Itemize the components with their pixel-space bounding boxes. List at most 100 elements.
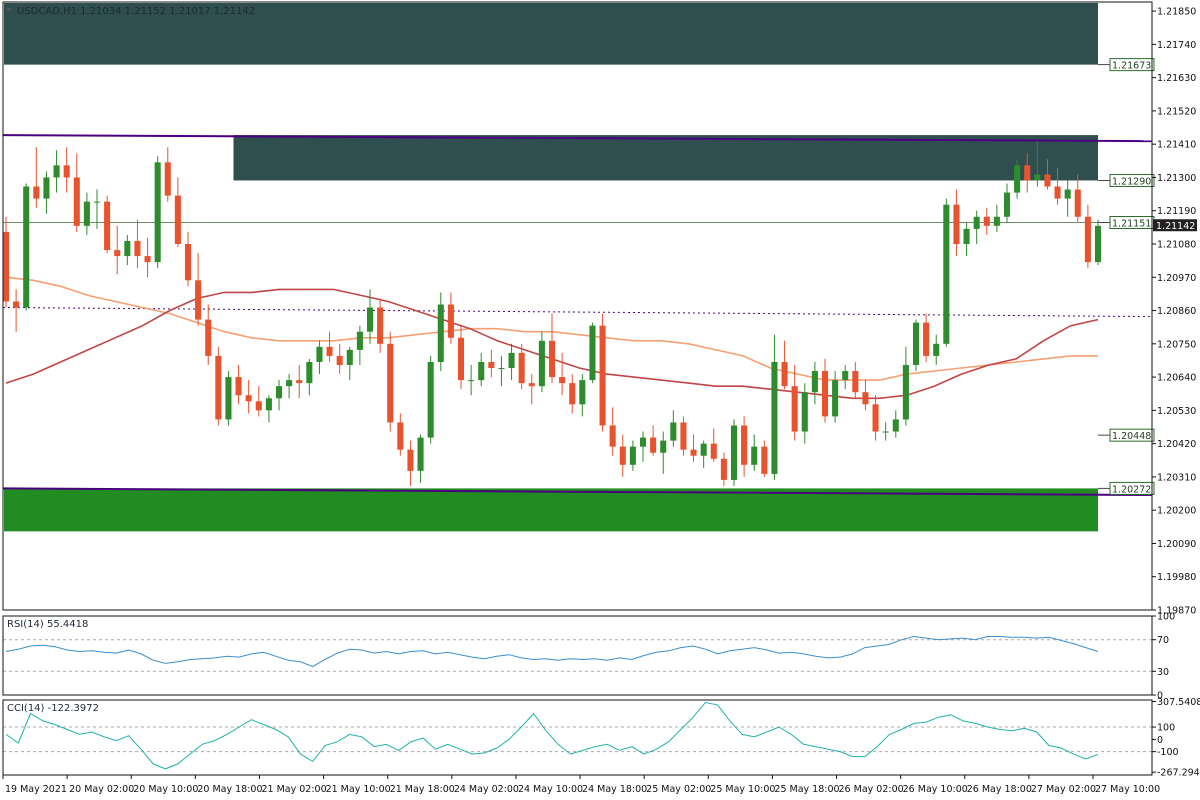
price-label: 1.20272 — [1112, 484, 1151, 495]
candle — [235, 364, 242, 405]
cci-tick-label: 0 — [1157, 735, 1163, 746]
candle-body — [609, 425, 616, 447]
candle — [862, 380, 869, 411]
candle — [508, 343, 515, 381]
price-tick-label: 1.21850 — [1157, 7, 1196, 18]
price-label-box — [1109, 428, 1155, 442]
candle-body — [43, 177, 50, 199]
candle-body — [205, 319, 212, 356]
candle — [599, 313, 606, 432]
candle — [538, 331, 545, 393]
candle — [23, 183, 30, 311]
price-label: 1.21151 — [1112, 219, 1151, 230]
candle — [1084, 204, 1091, 269]
candle — [700, 440, 707, 468]
candle-body — [195, 280, 202, 320]
candle-body — [144, 256, 151, 263]
candle — [548, 313, 556, 384]
price-tick-label: 1.19870 — [1157, 606, 1196, 617]
candle-body — [124, 240, 131, 257]
candle — [872, 395, 879, 441]
candle — [690, 434, 697, 462]
price-tick-label: 1.20200 — [1157, 506, 1196, 517]
candle-body — [164, 162, 171, 196]
price-label: 1.21290 — [1112, 176, 1151, 187]
candle — [1054, 168, 1061, 205]
candle-body — [245, 395, 252, 402]
rsi-tick-label: 0 — [1157, 691, 1163, 702]
candle — [923, 313, 930, 362]
candle-body — [923, 322, 930, 356]
candle — [346, 346, 353, 381]
candle — [821, 358, 829, 423]
price-tick-label: 1.21080 — [1157, 239, 1196, 250]
candle — [660, 431, 667, 474]
candle-body — [1034, 174, 1041, 181]
candle — [498, 355, 505, 387]
candle — [670, 410, 677, 447]
candle — [629, 440, 636, 471]
candle-body — [912, 322, 920, 365]
price-tick-label: 1.21190 — [1157, 206, 1196, 217]
candle — [53, 150, 60, 193]
candle — [306, 358, 313, 396]
candle — [427, 355, 434, 444]
candle-body — [690, 449, 697, 456]
candle-body — [508, 352, 515, 369]
rsi-panel-frame — [2, 615, 1153, 696]
candle — [559, 352, 566, 396]
candle-body — [407, 449, 414, 471]
current-price-label: 1.21142 — [1156, 221, 1195, 232]
price-zones — [4, 3, 1098, 532]
candle — [437, 292, 444, 372]
price-tick-label: 1.20860 — [1157, 306, 1196, 317]
indicator-lines — [2, 134, 1153, 497]
candle — [377, 298, 384, 353]
candle — [63, 147, 70, 193]
candle-body — [1064, 189, 1071, 199]
time-tick-label: 25 May 10:00 — [710, 784, 775, 795]
cci-tick-label: -100 — [1157, 747, 1179, 758]
candle — [791, 364, 798, 441]
candle — [195, 253, 202, 326]
candle-body — [963, 228, 970, 244]
candle-body — [235, 377, 242, 396]
candle — [296, 364, 303, 399]
candle-body — [377, 307, 384, 344]
candle — [478, 352, 485, 387]
candle-body — [720, 458, 727, 480]
candle-body — [286, 380, 293, 387]
candle-body — [1054, 186, 1061, 199]
candle — [1094, 219, 1102, 266]
cci-tick-label: 100 — [1157, 723, 1175, 734]
time-tick-label: 20 May 10:00 — [133, 784, 198, 795]
price-tick-label: 1.21410 — [1157, 140, 1196, 151]
candle — [336, 343, 343, 375]
candle — [710, 428, 717, 462]
price-label: 1.21673 — [1112, 61, 1151, 72]
candle-body — [518, 352, 525, 384]
candle-body — [33, 186, 40, 199]
candle-body — [336, 355, 343, 365]
price-label-box — [1109, 173, 1155, 187]
candle — [154, 156, 161, 269]
candle — [184, 231, 192, 287]
candle — [639, 431, 647, 462]
candle-body — [771, 361, 778, 474]
candle-body — [265, 398, 272, 411]
candle-body — [680, 422, 687, 450]
candle-body — [650, 437, 657, 453]
candle — [93, 189, 101, 229]
candle-body — [478, 361, 485, 381]
candle — [164, 147, 171, 202]
candle-body — [741, 425, 748, 465]
candle — [417, 434, 424, 483]
candle — [832, 371, 839, 423]
candle — [842, 364, 849, 390]
candle-body — [488, 361, 495, 369]
triangle-down-icon[interactable] — [6, 8, 12, 12]
candle-body — [801, 392, 808, 432]
candle — [650, 425, 657, 456]
candle-body — [730, 425, 738, 480]
